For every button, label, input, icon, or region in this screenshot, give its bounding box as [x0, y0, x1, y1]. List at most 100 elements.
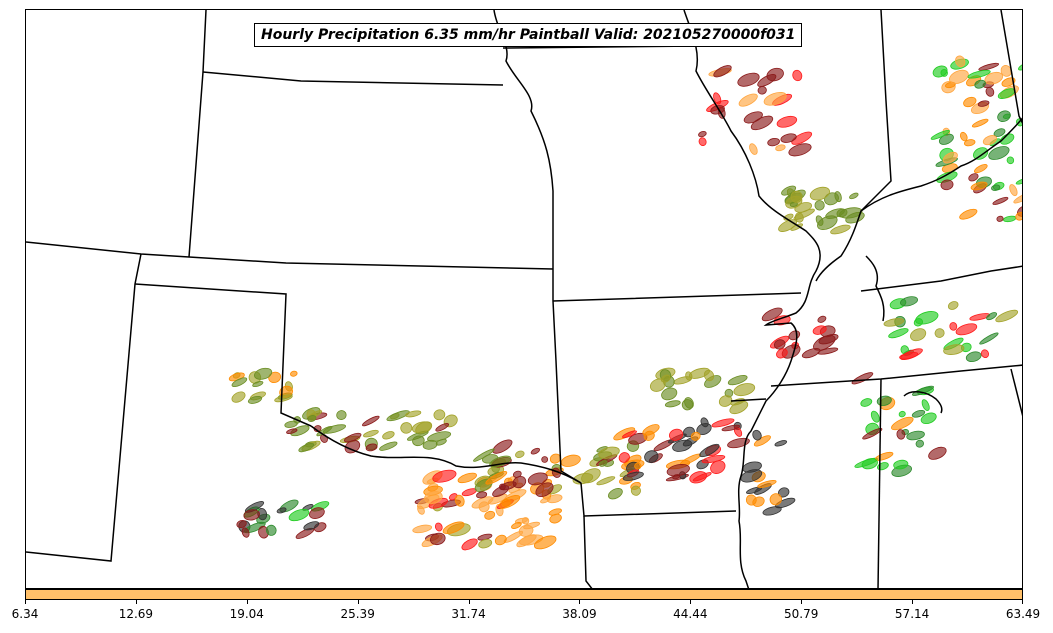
precip-blob — [494, 534, 507, 546]
precip-blob — [928, 446, 947, 460]
precip-blob — [965, 351, 982, 362]
precip-blob — [461, 538, 478, 551]
border-line — [134, 283, 312, 427]
precip-blob — [307, 415, 317, 422]
precip-blob — [560, 454, 581, 467]
precip-blob — [776, 115, 798, 128]
precip-blob — [288, 508, 310, 522]
precip-blob — [516, 534, 537, 548]
precip-blob — [661, 387, 678, 401]
precip-blob — [432, 469, 457, 483]
precip-blob — [596, 476, 616, 486]
precip-blob — [660, 374, 671, 383]
precip-blob — [434, 522, 443, 532]
precip-blob — [815, 215, 824, 226]
precip-blob — [766, 67, 784, 82]
precip-blob — [672, 474, 681, 480]
colorbar-tick — [25, 600, 26, 604]
precip-blob — [435, 423, 450, 432]
precip-blob — [849, 192, 859, 200]
precip-blob — [979, 332, 999, 345]
precip-blob — [698, 130, 707, 138]
precip-blob — [430, 532, 446, 546]
precip-blob — [721, 424, 741, 432]
precip-blob — [268, 371, 282, 384]
precip-blob — [622, 430, 637, 439]
border-line — [815, 10, 892, 282]
map-title: Hourly Precipitation 6.35 mm/hr Paintbal… — [254, 23, 803, 47]
precip-blob — [689, 471, 708, 484]
precip-blob — [776, 348, 788, 359]
precip-blob — [512, 470, 522, 478]
precip-blob — [241, 527, 250, 538]
precip-blob — [690, 431, 701, 441]
precip-blob — [499, 483, 506, 491]
precip-blob — [424, 490, 443, 504]
precip-blob — [899, 296, 919, 307]
precip-blob — [276, 507, 287, 514]
border-line — [770, 364, 1022, 387]
precip-blob — [862, 427, 883, 440]
colorbar-tick — [1022, 600, 1023, 604]
precip-blob — [949, 322, 958, 331]
border-line — [202, 71, 504, 86]
border-line — [580, 482, 737, 517]
colorbar-tick — [801, 600, 803, 604]
precip-blob — [236, 519, 247, 529]
precip-blob — [530, 447, 541, 455]
precip-blob — [943, 344, 965, 355]
precip-blob — [303, 521, 320, 531]
precip-blob — [309, 507, 325, 519]
precipitation-blobs — [228, 55, 1022, 551]
precip-blob — [959, 208, 978, 220]
precip-blob — [738, 93, 758, 107]
precip-blob — [980, 349, 990, 358]
precip-blob — [834, 191, 842, 203]
precip-blob — [427, 431, 452, 442]
precip-blob — [535, 482, 554, 498]
precip-blob — [386, 410, 410, 422]
precip-blob — [701, 454, 726, 464]
colorbar-tick-label: 6.34 — [11, 607, 39, 621]
map-panel: Hourly Precipitation 6.35 mm/hr Paintbal… — [25, 9, 1023, 589]
colorbar-tick — [579, 600, 581, 604]
precip-blob — [877, 462, 889, 471]
precip-blob — [992, 196, 1009, 205]
precip-blob — [967, 69, 991, 79]
precip-blob — [541, 456, 549, 463]
precip-blob — [906, 430, 925, 441]
border-line — [188, 10, 207, 258]
precip-blob — [412, 524, 433, 534]
precip-blob — [231, 391, 246, 403]
precip-blob — [298, 442, 315, 453]
precip-blob — [290, 370, 298, 377]
precip-blob — [684, 397, 694, 409]
precip-blob — [997, 110, 1011, 122]
precip-blob — [986, 312, 998, 321]
colorbar-tick-label: 44.44 — [673, 607, 708, 621]
precip-blob — [703, 369, 715, 382]
map-canvas — [26, 10, 1022, 588]
colorbar-tick — [912, 600, 914, 604]
precip-blob — [761, 307, 783, 322]
precip-blob — [1015, 176, 1022, 185]
precip-blob — [942, 151, 958, 164]
precip-blob — [476, 491, 488, 499]
precip-blob — [775, 144, 786, 152]
precip-blob — [988, 146, 1010, 160]
precip-blob — [851, 372, 874, 385]
precip-blob — [669, 428, 684, 441]
precip-blob — [911, 409, 926, 418]
precip-blob — [622, 471, 644, 481]
precip-blob — [400, 422, 413, 434]
precip-blob — [454, 494, 465, 507]
precip-blob — [412, 435, 425, 447]
precip-blob — [1003, 215, 1017, 223]
precip-blob — [1009, 184, 1018, 197]
precip-blob — [533, 535, 557, 550]
precip-blob — [363, 429, 379, 438]
precip-blob — [757, 86, 767, 95]
precip-blob — [540, 496, 551, 504]
precip-blob — [947, 301, 959, 310]
precip-blob — [767, 137, 780, 147]
